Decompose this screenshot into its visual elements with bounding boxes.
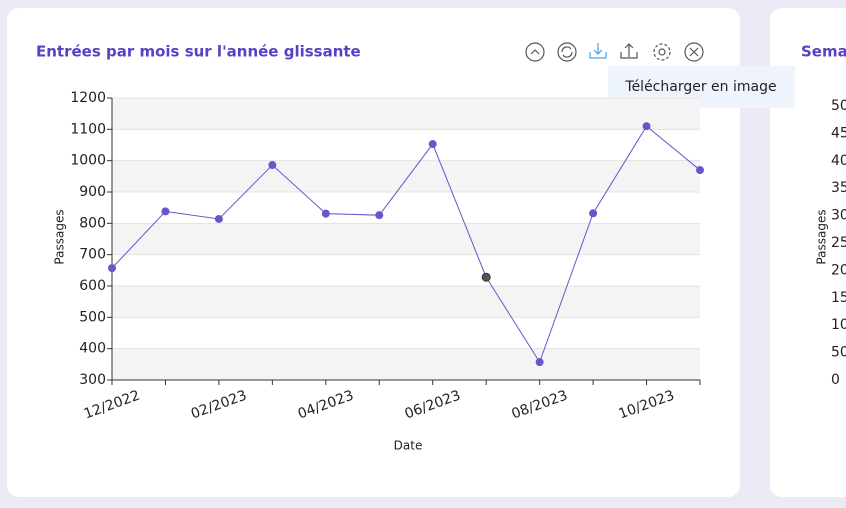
point: [214, 214, 223, 223]
tooltip: Télécharger en image: [624, 79, 776, 95]
y-tick-label: 500: [79, 309, 106, 325]
grid-band: [112, 98, 700, 130]
share-icon[interactable]: [620, 43, 638, 59]
y-tick-label: 350: [831, 180, 846, 196]
point: [535, 358, 544, 367]
point: [589, 209, 598, 218]
chart-title: Entrées par mois sur l'année glissante: [36, 43, 361, 61]
y-tick-label: 300: [79, 372, 106, 388]
y-axis-label: Passages: [815, 209, 829, 264]
y-tick-label: 1100: [70, 121, 106, 137]
y-tick-label: 300: [831, 208, 846, 224]
y-tick-label: 500: [831, 98, 846, 114]
point: [321, 209, 330, 218]
download-icon[interactable]: [589, 43, 607, 59]
y-tick-label: 200: [831, 262, 846, 278]
point: [161, 207, 170, 216]
refresh-icon[interactable]: [557, 42, 577, 62]
y-tick-label: 400: [831, 153, 846, 169]
x-axis-label: Date: [394, 439, 423, 453]
grid-band: [112, 286, 700, 318]
y-tick-label: 700: [79, 247, 106, 263]
grid-band: [112, 160, 700, 192]
card: [770, 8, 846, 497]
close-icon[interactable]: [684, 42, 704, 62]
chart-title: Sema: [801, 43, 846, 61]
grid-band: [112, 223, 700, 255]
y-tick-label: 100: [831, 317, 846, 333]
toolbar: [525, 42, 704, 62]
settings-icon[interactable]: [653, 43, 671, 61]
point: [696, 166, 704, 175]
y-tick-label: 50: [831, 345, 846, 361]
y-tick-label: 0: [831, 372, 840, 388]
y-tick-label: 900: [79, 184, 106, 200]
point: [642, 122, 651, 131]
y-tick-label: 400: [79, 341, 106, 357]
grid-band: [112, 348, 700, 380]
collapse-icon[interactable]: [525, 42, 545, 62]
point: [268, 161, 277, 170]
y-tick-label: 1200: [70, 90, 106, 106]
y-tick-label: 1000: [70, 153, 106, 169]
point: [481, 272, 491, 282]
point: [108, 264, 116, 273]
point: [375, 211, 384, 220]
y-tick-label: 450: [831, 125, 846, 141]
line: [111, 125, 701, 364]
y-axis-label: Passages: [53, 209, 67, 264]
y-tick-label: 800: [79, 215, 106, 231]
y-tick-label: 150: [831, 290, 846, 306]
y-tick-label: 250: [831, 235, 846, 251]
point: [428, 140, 437, 149]
y-tick-label: 600: [79, 278, 106, 294]
